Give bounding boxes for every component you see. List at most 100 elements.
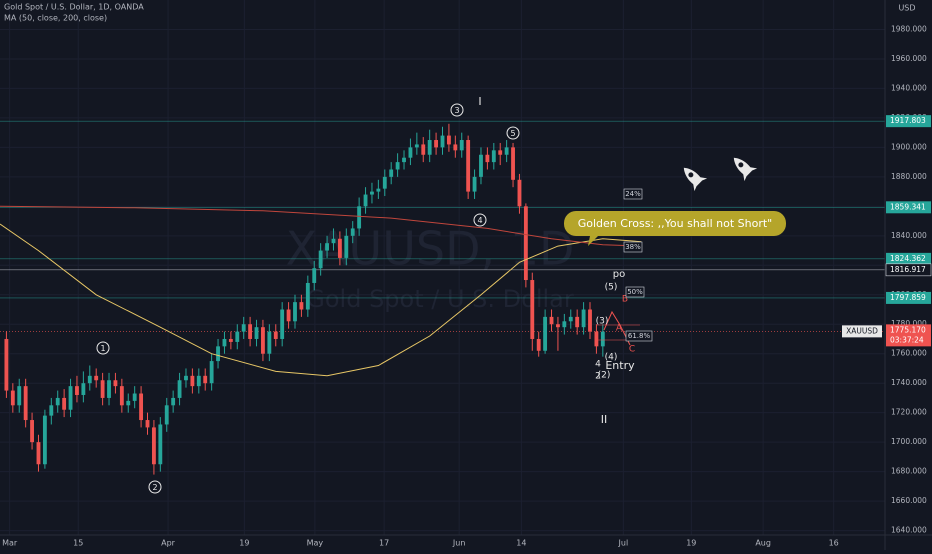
y-tick-label: 1960.000: [891, 54, 927, 63]
candle-body: [42, 415, 47, 465]
candle-body: [446, 135, 451, 145]
candle-body: [434, 140, 439, 148]
candle-body: [30, 420, 34, 443]
callout-text: Golden Cross: ,,You shall not Short": [578, 217, 772, 230]
candle-body: [511, 147, 515, 180]
fib-label: 38%: [625, 243, 641, 251]
level-tag: [886, 115, 931, 128]
y-tick-label: 1700.000: [891, 437, 927, 446]
candle-body: [158, 424, 163, 465]
candle-body: [119, 386, 124, 406]
candle-body: [273, 331, 278, 339]
candle-body: [107, 380, 111, 398]
wave-text: 2: [595, 372, 601, 382]
candle-body: [337, 238, 342, 258]
candle-body: [62, 397, 67, 410]
moving-averages: [0, 205, 642, 377]
candle-body: [408, 147, 413, 158]
rocket-icon: [733, 157, 758, 182]
candle-body: [382, 176, 387, 189]
candle-body: [479, 154, 483, 177]
fib-box: [623, 188, 643, 200]
candle-body: [459, 140, 464, 151]
candle-body: [389, 169, 394, 177]
wave-circle: [148, 480, 162, 494]
candle-body: [318, 250, 323, 269]
fib-box: [623, 241, 643, 253]
candle-body: [427, 140, 432, 155]
candle-body: [523, 206, 528, 281]
fib-label: 61.8%: [628, 332, 651, 340]
candle-body: [55, 397, 60, 406]
candle-body: [184, 375, 188, 381]
y-tick-label: 1940.000: [891, 83, 927, 92]
candle-body: [216, 346, 220, 362]
candle-body: [203, 375, 208, 384]
x-tick-label: Aug: [755, 539, 771, 548]
fib-label: 24%: [625, 190, 641, 198]
candle-body: [485, 154, 490, 163]
candle-body: [472, 176, 477, 192]
candle-body: [395, 162, 400, 170]
candle-body: [177, 380, 182, 398]
levels: [0, 120, 885, 332]
candle-body: [286, 309, 291, 322]
candle-body: [536, 338, 541, 351]
wave-label: 3: [454, 106, 459, 115]
wave-circle: [473, 213, 487, 227]
candle-body: [196, 375, 201, 387]
candle-body: [421, 144, 426, 155]
level-label: 1797.859: [890, 293, 926, 302]
candle-body: [228, 338, 233, 342]
level-tag: [886, 201, 931, 214]
wave-text: B: [622, 295, 628, 305]
candle-body: [549, 316, 554, 325]
axis-labels: 1640.000 1660.000 1680.000 1700.000 1720.000…: [2, 24, 932, 548]
candle-body: [575, 316, 580, 328]
x-tick-label: 19: [239, 539, 249, 548]
candle-body: [600, 331, 605, 347]
candle-body: [588, 309, 592, 332]
candle-body: [414, 144, 419, 148]
candle-body: [299, 302, 304, 310]
candle-body: [293, 302, 297, 322]
wave-text: C: [629, 345, 635, 355]
candle-body: [280, 309, 285, 339]
candle-body: [10, 390, 15, 406]
wave-circle: [450, 103, 464, 117]
callout-bubble: [564, 211, 786, 236]
candle-body: [357, 206, 362, 229]
wave-label: 4: [477, 216, 482, 225]
x-tick-label: May: [307, 539, 324, 548]
candle-body: [440, 135, 445, 148]
wave-text: (5): [605, 283, 618, 293]
x-tick-label: 16: [829, 539, 839, 548]
y-tick-label: 1900.000: [891, 142, 927, 151]
y-tick-label: 1740.000: [891, 378, 927, 387]
wave-label: 5: [510, 129, 515, 138]
candle-body: [235, 331, 240, 342]
fib-box: [625, 330, 653, 342]
y-tick-label: 1880.000: [891, 172, 927, 181]
level-tag: [885, 263, 932, 277]
wave-text: po: [613, 269, 625, 280]
level-label: 1824.362: [890, 254, 926, 263]
x-tick-label: Mar: [2, 539, 18, 548]
candle-body: [305, 282, 310, 310]
wave-text: I: [478, 95, 481, 108]
y-tick-label: 1680.000: [891, 467, 927, 476]
candle-body: [543, 316, 548, 351]
candle-body: [145, 420, 150, 428]
candle-body: [402, 157, 406, 163]
candle-body: [556, 324, 560, 328]
candle-body: [453, 144, 458, 151]
candle-body: [126, 400, 131, 406]
candle-body: [331, 238, 336, 244]
level-tag: [886, 291, 931, 304]
candle-body: [491, 150, 496, 163]
candle-body: [23, 386, 28, 421]
last-price-label: 1775.170: [890, 325, 926, 334]
axis-unit: USD: [898, 4, 915, 13]
candle-body: [164, 405, 169, 425]
candle-body: [517, 179, 522, 207]
